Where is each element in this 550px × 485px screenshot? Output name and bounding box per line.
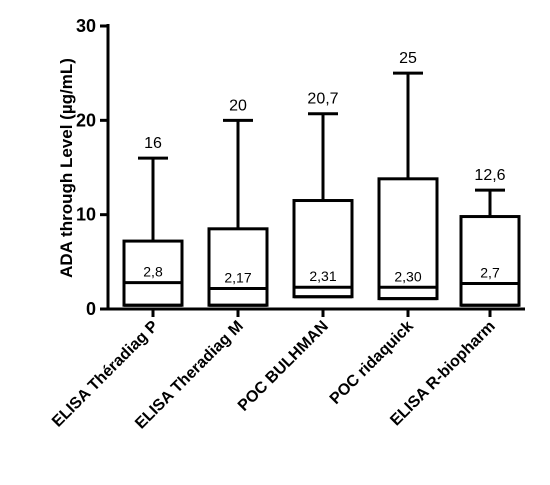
- median-label-1: 2,17: [224, 270, 251, 286]
- max-label-3: 25: [399, 50, 417, 67]
- y-axis-title: ADA through Level (µg/mL): [57, 58, 76, 278]
- category-label-2: POC BULHMAN: [235, 318, 332, 415]
- box-2: [292, 112, 354, 299]
- y-tick-label-30: 30: [76, 16, 96, 36]
- box-rect-2: [292, 199, 354, 299]
- box-rect-3: [377, 177, 439, 301]
- axes: 0 10 20 30: [76, 16, 525, 319]
- box-3: [377, 71, 439, 301]
- y-tick-label-20: 20: [76, 110, 96, 130]
- box-rect-0: [122, 239, 184, 307]
- max-label-4: 12,6: [474, 167, 505, 184]
- max-label-2: 20,7: [307, 91, 338, 108]
- median-label-3: 2,30: [394, 268, 421, 284]
- box-1: [207, 118, 269, 307]
- max-label-0: 16: [144, 135, 162, 152]
- box-rect-1: [207, 227, 269, 307]
- max-label-1: 20: [229, 97, 247, 114]
- median-label-4: 2,7: [480, 265, 500, 281]
- median-label-2: 2,31: [309, 268, 336, 284]
- box-4: [459, 188, 521, 307]
- box-0: [122, 156, 184, 307]
- box-rect-4: [459, 215, 521, 307]
- y-tick-label-0: 0: [86, 299, 96, 319]
- category-label-3: POC ridaquick: [327, 318, 417, 408]
- median-label-0: 2,8: [143, 264, 163, 280]
- y-tick-label-10: 10: [76, 205, 96, 225]
- boxes: [122, 71, 521, 307]
